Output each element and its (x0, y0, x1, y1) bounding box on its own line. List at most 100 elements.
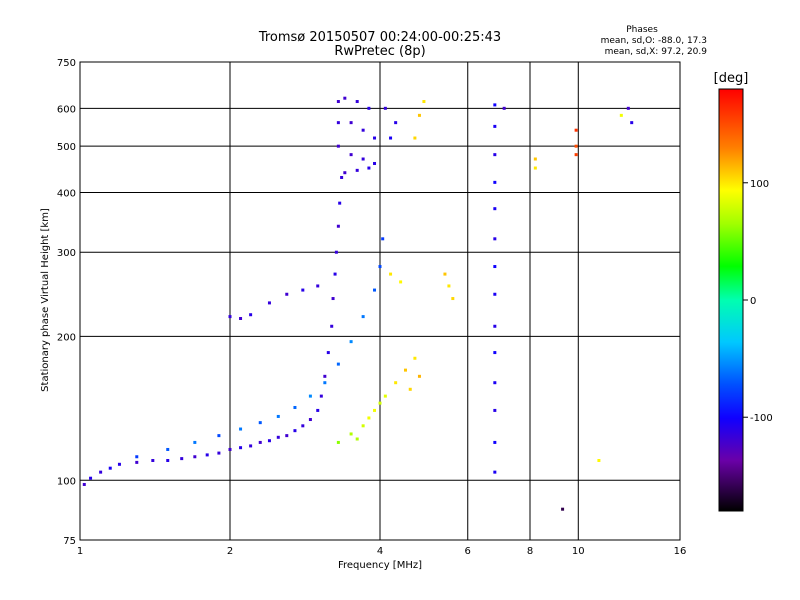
data-point (574, 128, 578, 132)
data-point (383, 394, 387, 398)
x-tick-label: 2 (227, 546, 233, 557)
data-point (381, 237, 385, 241)
colorbar: [deg] 100 0 -100 (714, 71, 773, 512)
data-point (340, 175, 344, 179)
y-axis-ticks: 75 100 200 300 400 500 600 750 (57, 58, 76, 547)
data-point (403, 368, 407, 372)
data-point (267, 301, 271, 305)
x-tick-label: 16 (674, 546, 687, 557)
data-point (333, 272, 337, 276)
data-point (389, 272, 393, 276)
data-point (493, 440, 497, 444)
data-point (493, 324, 497, 328)
data-point (367, 106, 371, 110)
data-point (367, 416, 371, 420)
data-point (408, 387, 412, 391)
data-point (493, 408, 497, 412)
grid-lines (80, 62, 680, 540)
plot-area (79, 61, 681, 541)
data-point (373, 288, 377, 292)
data-point (417, 374, 421, 378)
data-point (378, 401, 382, 405)
data-point (394, 121, 398, 125)
data-point (135, 455, 139, 459)
data-point (451, 297, 455, 301)
x-tick-label: 6 (465, 546, 471, 557)
data-point (493, 103, 497, 107)
data-point (258, 440, 262, 444)
data-point (217, 434, 221, 438)
data-point (349, 121, 353, 125)
x-tick-label: 4 (377, 546, 383, 557)
data-point (574, 153, 578, 157)
data-point (336, 121, 340, 125)
data-point (349, 340, 353, 344)
data-point (193, 440, 197, 444)
data-point (443, 272, 447, 276)
data-point (422, 100, 426, 104)
data-point (135, 460, 139, 464)
data-point (389, 136, 393, 140)
data-point (630, 121, 634, 125)
data-point (413, 356, 417, 360)
data-point (399, 280, 403, 284)
data-point (193, 455, 197, 459)
data-point (447, 284, 451, 288)
data-point (355, 437, 359, 441)
colorbar-ticks: 100 0 -100 (743, 179, 773, 424)
data-point (258, 421, 262, 425)
colorbar-tick-label: 100 (750, 179, 769, 190)
x-tick-label: 10 (572, 546, 585, 557)
data-point (326, 351, 330, 355)
data-point (217, 451, 221, 455)
chart-title: Tromsø 20150507 00:24:00-00:25:43 (258, 30, 501, 45)
legend-title: Phases (626, 25, 658, 35)
data-point (301, 424, 305, 428)
data-point (533, 157, 537, 161)
legend-line-x: mean, sd,X: 97.2, 20.9 (605, 47, 708, 57)
data-point (301, 288, 305, 292)
data-point (228, 447, 232, 451)
data-point (493, 180, 497, 184)
x-tick-label: 8 (527, 546, 533, 557)
data-point (343, 96, 347, 100)
colorbar-tick-label: 0 (750, 296, 756, 307)
data-point (228, 315, 232, 319)
data-point (239, 446, 243, 450)
y-axis-label: Stationary phase Virtual Height [km] (40, 208, 51, 392)
colorbar-tick-label: -100 (750, 413, 773, 424)
data-point (334, 250, 338, 254)
data-point (276, 435, 280, 439)
y-tick-label: 750 (57, 58, 76, 69)
data-point (361, 424, 365, 428)
data-point (336, 144, 340, 148)
y-tick-label: 100 (57, 476, 76, 487)
data-point (493, 381, 497, 385)
data-point (502, 106, 506, 110)
data-point (493, 265, 497, 269)
data-point (493, 292, 497, 296)
data-point (373, 408, 377, 412)
data-point (205, 453, 209, 457)
data-point (323, 381, 327, 385)
data-point (316, 284, 320, 288)
data-point (323, 374, 327, 378)
data-point (394, 381, 398, 385)
data-point (267, 439, 271, 443)
data-point (533, 166, 537, 170)
data-point (330, 324, 334, 328)
data-point (249, 313, 253, 317)
data-point (493, 237, 497, 241)
data-point (308, 394, 312, 398)
data-point (308, 418, 312, 422)
data-point (151, 458, 155, 462)
x-tick-label: 1 (77, 546, 83, 557)
data-point (383, 106, 387, 110)
data-point (82, 482, 86, 486)
data-point (355, 168, 359, 172)
colorbar-gradient (718, 88, 744, 512)
data-point (626, 106, 630, 110)
data-point (493, 470, 497, 474)
data-point (493, 124, 497, 128)
